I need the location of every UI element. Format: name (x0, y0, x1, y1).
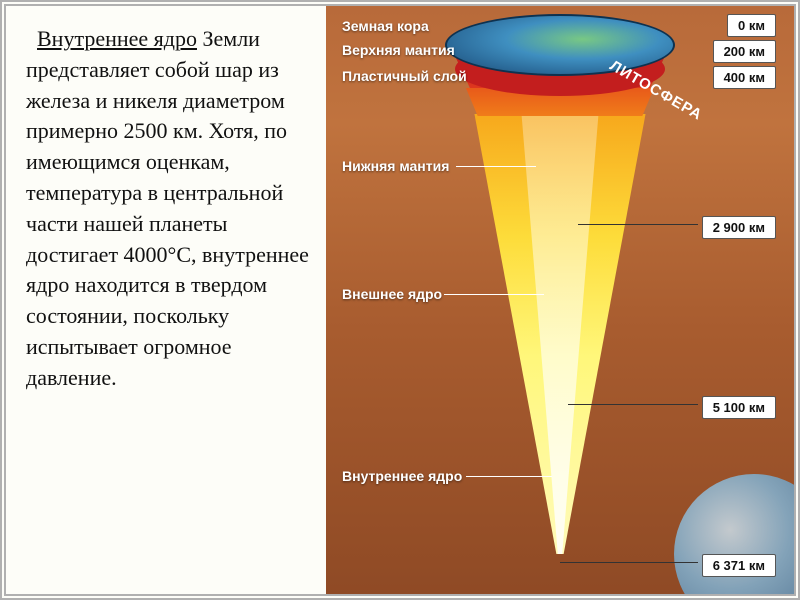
title: Внутреннее ядро (37, 26, 197, 51)
leader-2900 (578, 224, 698, 225)
crust-layer (445, 14, 675, 76)
depth-2900: 2 900 км (702, 216, 776, 239)
label-lower-mantle: Нижняя мантия (342, 158, 449, 174)
depth-0: 0 км (727, 14, 776, 37)
label-crust: Земная кора (342, 18, 429, 34)
body: Земли представляет собой шар из железа и… (26, 26, 309, 390)
text-panel: Внутреннее ядро Земли представляет собой… (6, 6, 326, 594)
body-text: Внутреннее ядро Земли представляет собой… (26, 24, 312, 394)
leader-6371 (560, 562, 698, 563)
label-upper-mantle: Верхняя мантия (342, 42, 455, 58)
leader-inner-core (466, 476, 552, 477)
depth-400: 400 км (713, 66, 776, 89)
depth-5100: 5 100 км (702, 396, 776, 419)
diagram-panel: Земная кора Верхняя мантия Пластичный сл… (326, 6, 794, 594)
label-outer-core: Внешнее ядро (342, 286, 442, 302)
leader-lower-mantle (456, 166, 536, 167)
leader-outer-core (444, 294, 544, 295)
label-plastic: Пластичный слой (342, 68, 467, 84)
leader-5100 (568, 404, 698, 405)
depth-6371: 6 371 км (702, 554, 776, 577)
depth-200: 200 км (713, 40, 776, 63)
slide-frame: Внутреннее ядро Земли представляет собой… (0, 0, 800, 600)
label-inner-core: Внутреннее ядро (342, 468, 462, 484)
